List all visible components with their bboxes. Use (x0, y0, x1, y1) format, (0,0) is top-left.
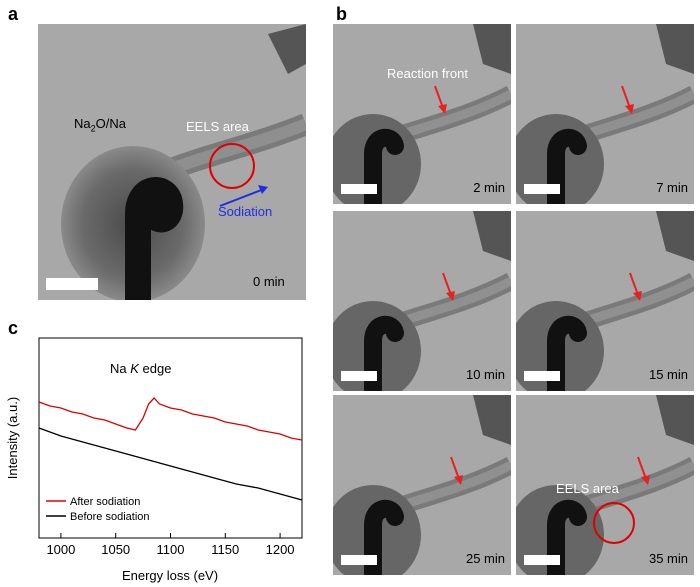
x-tick-label: 1200 (266, 542, 295, 557)
tem-frame-illustration (516, 395, 694, 575)
x-tick-label: 1000 (46, 542, 75, 557)
reaction-front-label: Reaction front (387, 66, 468, 81)
eels-area-label-b: EELS area (556, 481, 619, 496)
tem-frame-illustration (516, 24, 694, 204)
scale-bar (341, 184, 377, 194)
tem-frame: 25 min (333, 395, 511, 575)
x-tick-label: 1100 (157, 542, 185, 557)
tem-frame-illustration (516, 211, 694, 391)
tem-frame: 15 min (516, 211, 694, 391)
x-axis-label: Energy loss (eV) (122, 568, 218, 583)
scale-bar (524, 371, 560, 381)
tem-image-a: Na2O/Na EELS area Sodiation 0 min (38, 24, 306, 300)
sodiation-label: Sodiation (218, 204, 273, 219)
time-label: 25 min (465, 551, 505, 566)
time-label: 7 min (656, 180, 688, 195)
eels-area-label-a: EELS area (186, 119, 249, 134)
time-label-a: 0 min (253, 274, 285, 289)
panel-letter-c: c (8, 318, 19, 338)
time-label: 35 min (648, 551, 688, 566)
tem-frame: EELS area 35 min (516, 395, 694, 575)
x-tick-label: 1150 (211, 542, 239, 557)
material-label: Na2O/Na (74, 116, 126, 134)
eels-spectrum-chart: 1000 1050 1100 1150 1200 Energy loss (eV) In… (5, 337, 303, 583)
legend-label-after: After sodiation (70, 496, 140, 508)
x-tick-label: 1050 (101, 542, 130, 557)
panel-letter-b: b (336, 4, 347, 24)
legend: After sodiation Before sodiation (46, 496, 150, 523)
scale-bar-a (46, 278, 98, 290)
panel-letter-a: a (8, 4, 19, 24)
series-line-before-sodiation (38, 427, 303, 501)
tem-frame-illustration (333, 395, 511, 575)
series-line-after-sodiation (38, 397, 303, 441)
tem-frame: 10 min (333, 211, 511, 391)
series-layer (38, 397, 303, 501)
tem-frame-illustration (333, 24, 511, 204)
tem-illustration-a (61, 24, 306, 300)
time-label: 2 min (473, 180, 505, 195)
time-label: 10 min (465, 367, 505, 382)
y-axis-label: Intensity (a.u.) (5, 397, 20, 479)
legend-label-before: Before sodiation (70, 511, 150, 523)
na-k-edge-annotation: Na K edge (110, 361, 171, 376)
tem-frame-illustration (333, 211, 511, 391)
tem-frame: 7 min (516, 24, 694, 204)
scale-bar (341, 371, 377, 381)
tem-frame: Reaction front 2 min (333, 24, 511, 204)
time-label: 15 min (648, 367, 688, 382)
scale-bar (524, 184, 560, 194)
scale-bar (341, 555, 377, 565)
scale-bar (524, 555, 560, 565)
tick-layer: 1000 1050 1100 1150 1200 (46, 533, 295, 557)
